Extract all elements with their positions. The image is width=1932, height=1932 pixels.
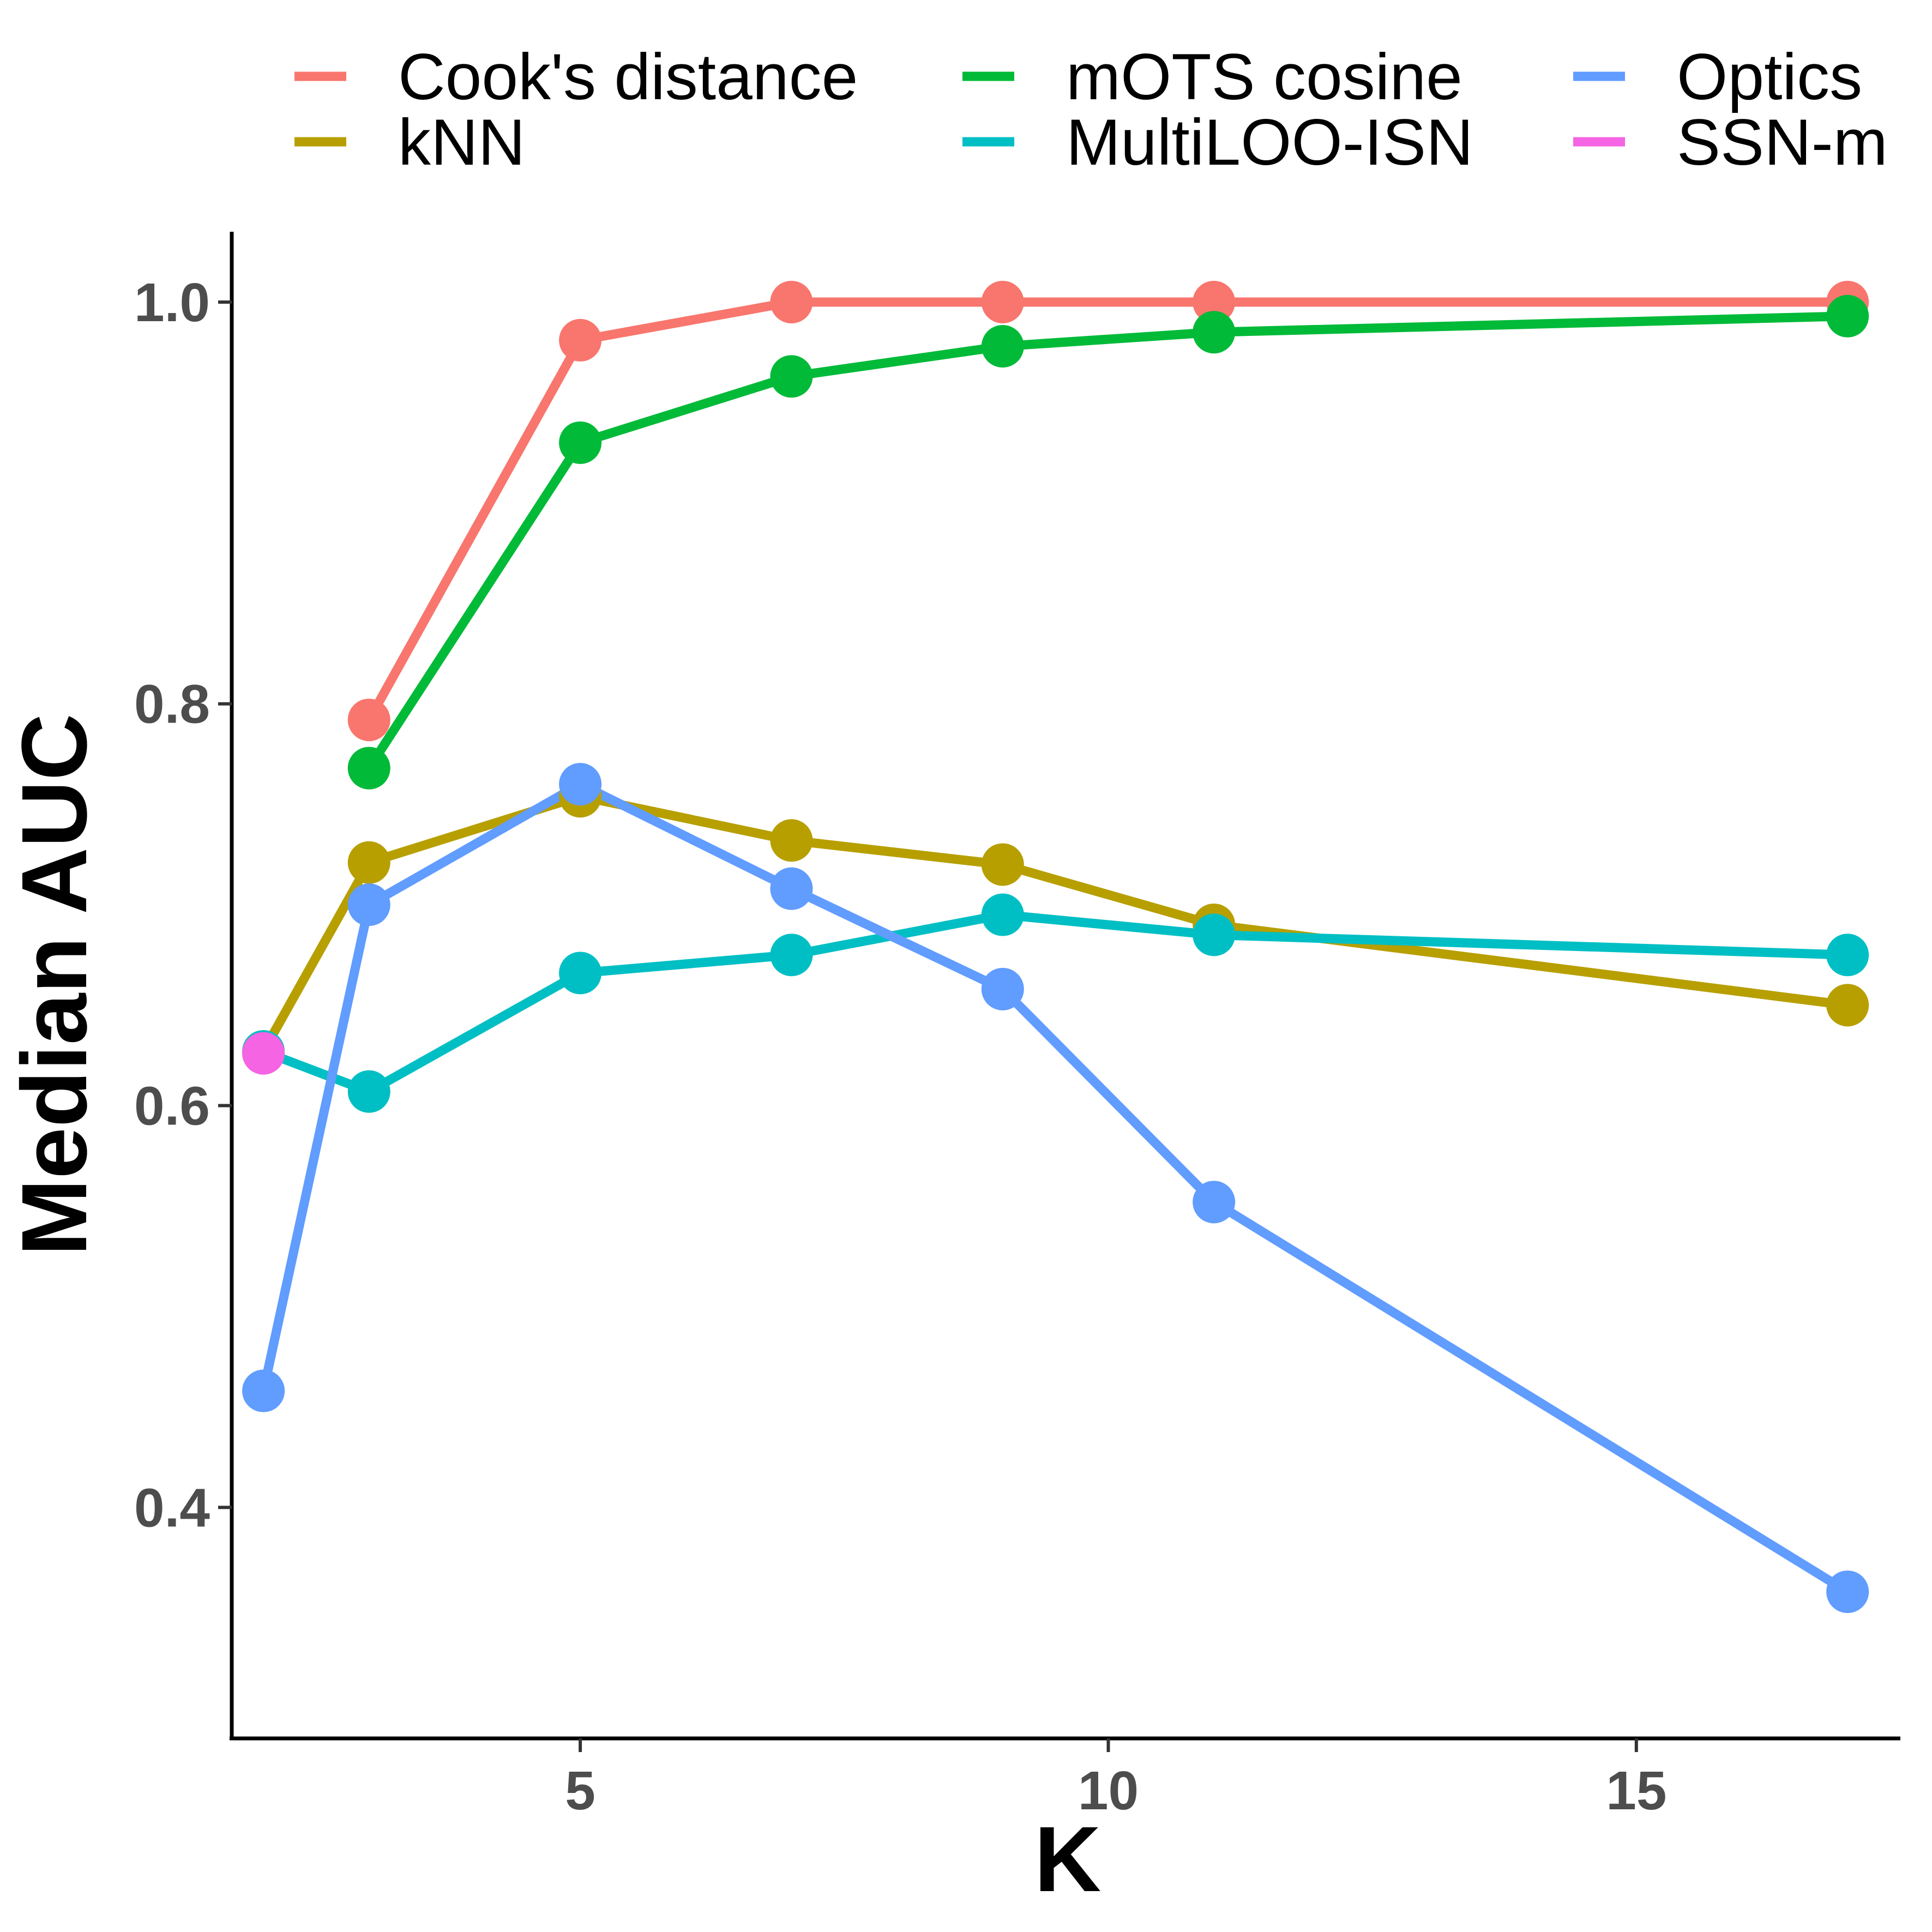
data-point-mots-cosine — [559, 421, 602, 464]
y-ticks: 0.4 0.6 0.8 1.0 — [134, 272, 232, 1538]
data-point-knn — [770, 819, 813, 862]
data-point-cook-s-distance — [347, 699, 390, 742]
y-axis-title: Median AUC — [3, 714, 106, 1256]
data-point-optics — [770, 867, 813, 910]
series-line-cook-s-distance — [364, 297, 1852, 725]
legend-label-cook-s-distance: Cook's distance — [398, 40, 858, 113]
data-point-optics — [1193, 1181, 1236, 1224]
legend-label-multiloo-isn: MultiLOO-ISN — [1066, 106, 1473, 179]
data-point-optics — [981, 967, 1024, 1010]
data-point-mots-cosine — [347, 747, 390, 790]
legend-label-knn: kNN — [398, 106, 525, 179]
data-point-multiloo-isn — [559, 952, 602, 995]
y-tick-label: 1.0 — [134, 272, 210, 333]
data-point-multiloo-isn — [770, 934, 813, 977]
data-point-knn — [347, 841, 390, 884]
data-point-cook-s-distance — [1193, 280, 1236, 323]
data-point-knn — [1826, 984, 1869, 1027]
x-ticks: 5 10 15 — [565, 1738, 1666, 1821]
data-point-optics — [347, 883, 390, 926]
x-axis-title: K — [1034, 1808, 1102, 1911]
axes — [230, 232, 1900, 1741]
y-tick-label: 0.4 — [134, 1477, 210, 1538]
series-line-multiloo-isn — [258, 910, 1852, 1097]
data-point-multiloo-isn — [981, 893, 1024, 936]
data-point-multiloo-isn — [1193, 913, 1236, 956]
x-tick-label: 15 — [1606, 1760, 1666, 1821]
series-line-mots-cosine — [364, 311, 1852, 773]
series-lines — [258, 297, 1852, 1597]
series-points — [242, 280, 1869, 1614]
data-point-ssn-m — [242, 1032, 285, 1075]
legend-label-optics: Optics — [1677, 40, 1862, 113]
data-point-optics — [559, 763, 602, 806]
data-point-knn — [981, 843, 1024, 886]
data-point-multiloo-isn — [347, 1070, 390, 1113]
data-point-mots-cosine — [770, 355, 813, 398]
data-point-optics — [1826, 1570, 1869, 1614]
data-point-multiloo-isn — [1826, 934, 1869, 977]
data-point-optics — [242, 1369, 285, 1412]
series-line-optics — [258, 779, 1852, 1597]
data-point-cook-s-distance — [770, 280, 813, 323]
y-tick-label: 0.8 — [134, 674, 210, 735]
data-point-mots-cosine — [981, 324, 1024, 368]
x-tick-label: 10 — [1078, 1760, 1139, 1821]
y-tick-label: 0.6 — [134, 1076, 210, 1137]
data-point-mots-cosine — [1193, 311, 1236, 354]
x-tick-label: 5 — [565, 1760, 595, 1821]
legend-label-mots-cosine: mOTS cosine — [1066, 40, 1462, 113]
data-point-cook-s-distance — [559, 318, 602, 362]
legend-label-ssn-m: SSN-m — [1677, 106, 1888, 179]
data-point-mots-cosine — [1826, 294, 1869, 338]
data-point-cook-s-distance — [981, 280, 1024, 323]
